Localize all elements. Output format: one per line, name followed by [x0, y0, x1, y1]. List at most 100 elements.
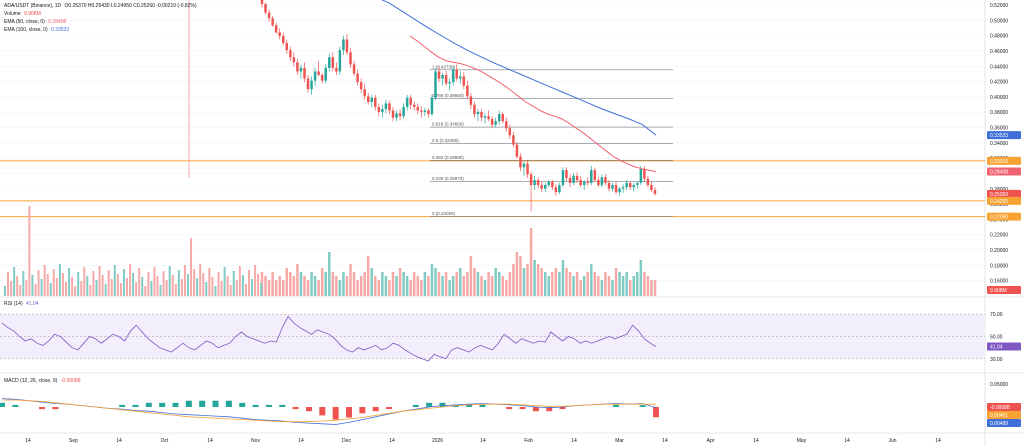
volume-bar: [310, 272, 313, 296]
macd-badge: [987, 419, 1021, 427]
volume-bar: [558, 272, 561, 296]
candle-body: [381, 109, 384, 112]
candle-body: [278, 32, 281, 36]
volume-bar: [639, 260, 643, 296]
candle-body: [363, 89, 366, 97]
time-tick-label: Dec: [342, 438, 351, 444]
candle-body: [423, 110, 427, 112]
volume-bar: [505, 280, 508, 296]
volume-bar: [126, 278, 128, 296]
candle-body: [455, 69, 458, 79]
candle-body: [282, 35, 285, 44]
candle-body: [561, 170, 565, 186]
volume-bar: [451, 276, 455, 296]
legend-ema50-row[interactable]: EMA (50, close, 0) 0.28408: [4, 18, 197, 26]
volume-bar: [4, 286, 6, 296]
macd-histogram-bar: [132, 404, 139, 407]
legend-symbol[interactable]: ADA/USDT (Binance), 1D: [4, 3, 62, 9]
volume-bar: [646, 276, 650, 296]
legend-ema100-row[interactable]: EMA (100, close, 0) 0.33533: [4, 26, 197, 34]
time-tick-label: 14: [753, 438, 759, 444]
price-badge-label: 0.25260: [990, 192, 1008, 198]
time-tick-label: 14: [844, 438, 850, 444]
volume-bar: [223, 267, 226, 296]
candle-body: [565, 170, 568, 178]
candle-body: [441, 75, 444, 79]
volume-bar: [144, 286, 147, 296]
volume-bar: [65, 282, 67, 296]
volume-bar: [289, 272, 292, 296]
candle-body: [430, 97, 434, 115]
fib-level-label: 0 (0.22050): [432, 211, 456, 216]
candle-body: [359, 82, 363, 90]
volume-bar: [52, 269, 55, 296]
macd-label-row[interactable]: MACD (12, 26, close, 9) -0.00088: [4, 378, 81, 384]
volume-bar: [19, 285, 22, 296]
volume-bar: [183, 265, 186, 296]
candle-body: [289, 50, 292, 58]
candle-body: [413, 104, 416, 107]
volume-bar: [83, 267, 86, 296]
volume-bar: [586, 272, 589, 296]
candle-body: [434, 71, 437, 98]
candle-body: [508, 128, 512, 136]
fib-level-label: 1 (0.42730): [432, 64, 456, 69]
volume-bar: [607, 276, 611, 296]
time-tick-label: 14: [662, 438, 668, 444]
rsi-label-row[interactable]: RSI (14) 41.04: [4, 301, 39, 307]
candle-body: [611, 185, 614, 189]
volume-bar: [342, 272, 345, 296]
price-tick-label: 0.26000: [990, 202, 1008, 208]
macd-badge-label: -0.00088: [990, 405, 1010, 411]
volume-bar: [92, 271, 95, 296]
volume-bar: [71, 277, 74, 296]
price-badge: [987, 286, 1021, 294]
volume-bar: [547, 276, 551, 296]
volume-bar: [593, 272, 597, 296]
macd-histogram-bar: [39, 407, 46, 410]
candle-body: [349, 52, 352, 65]
candle-body: [519, 156, 522, 168]
volume-bar: [104, 284, 107, 296]
volume-bar: [370, 268, 373, 296]
rsi-badge-label: 41.04: [990, 345, 1003, 351]
candle-body: [632, 185, 635, 188]
legend-volume-label: Volume: [4, 11, 21, 17]
volume-bar: [448, 280, 451, 296]
time-tick-label: 14: [116, 438, 122, 444]
volume-bar: [187, 274, 189, 296]
volume-bar: [476, 272, 480, 296]
macd-histogram-bar: [559, 407, 566, 410]
volume-bar: [303, 276, 306, 296]
candle-body: [636, 182, 639, 186]
macd-histogram-bar: [653, 407, 659, 418]
candle-body: [621, 187, 625, 189]
legend-volume-row[interactable]: Volume 9.908M: [4, 10, 197, 18]
candle-body: [338, 50, 342, 72]
candle-body: [558, 185, 561, 193]
macd-histogram-bar: [279, 404, 286, 407]
candle-body: [501, 114, 504, 122]
price-tick-label: 0.52000: [990, 3, 1008, 9]
candle-body: [402, 106, 405, 117]
volume-bar: [324, 272, 327, 296]
candle-body: [395, 113, 398, 118]
volume-bar: [260, 283, 263, 296]
candle-body: [579, 180, 582, 186]
candle-body: [540, 185, 543, 189]
macd-histogram-bar: [212, 400, 219, 407]
volume-bar: [296, 264, 299, 296]
volume-bar: [388, 280, 391, 296]
volume-bar: [119, 283, 122, 296]
price-badge-label: 9.908M: [990, 288, 1007, 294]
volume-bar: [551, 272, 554, 296]
volume-bar: [49, 283, 52, 296]
volume-bar: [366, 256, 370, 296]
volume-bar: [162, 271, 165, 296]
candle-body: [568, 177, 572, 183]
candle-body: [267, 12, 271, 19]
volume-bar: [254, 265, 257, 296]
volume-bar: [132, 273, 135, 296]
candle-body: [533, 180, 536, 186]
